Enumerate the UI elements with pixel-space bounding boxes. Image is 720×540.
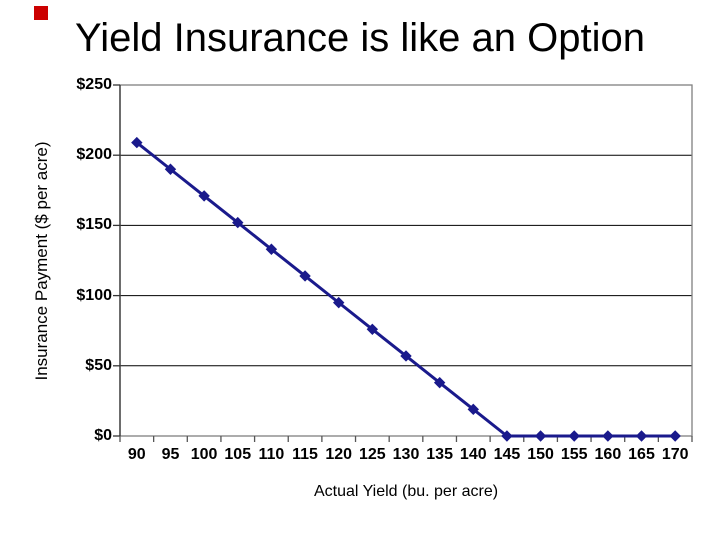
data-point-marker xyxy=(467,403,480,416)
data-series-line xyxy=(135,141,677,438)
x-tick-label: 95 xyxy=(161,446,180,463)
data-point-marker xyxy=(265,243,278,255)
x-tick-label: 120 xyxy=(325,446,353,463)
accent-square xyxy=(34,6,48,20)
data-point-marker xyxy=(299,270,311,282)
x-tick-label: 125 xyxy=(358,446,386,463)
y-tick-label: $200 xyxy=(76,146,112,164)
x-tick-label: 145 xyxy=(493,446,521,463)
data-point-marker xyxy=(232,216,244,229)
y-tick-label: $0 xyxy=(94,427,112,444)
data-point-marker xyxy=(366,323,379,336)
y-tick-label: $100 xyxy=(76,286,112,304)
data-point-marker xyxy=(501,430,513,442)
x-tick-label: 90 xyxy=(127,446,146,463)
data-point-marker xyxy=(534,430,547,442)
data-point-marker xyxy=(198,190,210,202)
data-point-marker xyxy=(332,296,345,309)
x-tick-label: 115 xyxy=(292,446,318,463)
x-tick-label: 100 xyxy=(190,446,218,463)
y-tick-label: $250 xyxy=(76,76,112,93)
y-tick-label: $150 xyxy=(76,216,112,234)
x-tick-label: 170 xyxy=(661,446,689,463)
x-tick-label: 130 xyxy=(392,446,420,463)
x-tick-label: 140 xyxy=(459,446,487,463)
x-tick-label: 135 xyxy=(426,446,453,463)
y-axis-title: Insurance Payment ($ per acre) xyxy=(32,141,51,381)
x-tick-label: 110 xyxy=(258,446,285,463)
slide-title: Yield Insurance is like an Option xyxy=(75,16,645,60)
x-axis-title: Actual Yield (bu. per acre) xyxy=(313,483,499,500)
data-point-marker xyxy=(131,136,143,149)
data-point-marker xyxy=(635,430,648,442)
x-tick-label: 160 xyxy=(594,446,622,463)
x-tick-label: 165 xyxy=(628,446,655,463)
y-tick-label: $50 xyxy=(85,356,112,374)
data-point-marker xyxy=(602,430,614,442)
data-point-marker xyxy=(568,430,580,442)
x-tick-label: 155 xyxy=(560,446,588,463)
x-tick-label: 105 xyxy=(224,446,252,463)
data-point-marker xyxy=(433,376,446,389)
data-point-marker xyxy=(164,163,177,175)
data-point-marker xyxy=(669,430,681,442)
plot-border xyxy=(119,84,693,437)
data-point-marker xyxy=(400,350,412,362)
x-tick-label: 150 xyxy=(527,446,554,463)
